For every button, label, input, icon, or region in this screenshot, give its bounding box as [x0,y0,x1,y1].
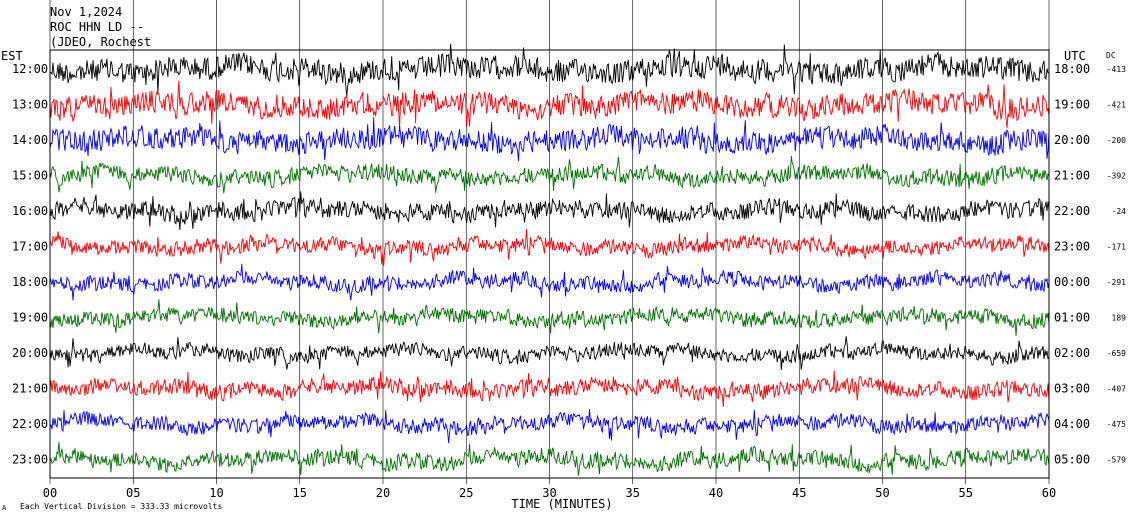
est-label-1500: 15:00 [12,169,48,183]
est-label-1400: 14:00 [12,133,48,147]
trace-2100 [49,370,1050,407]
dc-value-2300: -579 [1107,456,1126,465]
x-tick-label-15: 15 [293,486,307,500]
trace-1600 [49,191,1050,230]
utc-label-0300: 03:00 [1054,382,1090,396]
est-label-2300: 23:00 [12,453,48,467]
dc-column-label: DC [1106,51,1116,60]
dc-value-1900: 189 [1112,314,1127,323]
est-label-1300: 13:00 [12,98,48,112]
x-tick-label-30: 30 [542,486,556,500]
dc-value-2000: -659 [1107,349,1126,358]
x-tick-label-55: 55 [959,486,973,500]
trace-1900 [49,299,1050,336]
header-date: Nov 1,2024 [50,5,122,19]
utc-label-0200: 02:00 [1054,346,1090,360]
footer-icon: A [2,504,7,512]
x-tick-label-25: 25 [459,486,473,500]
x-tick-label-45: 45 [792,486,806,500]
utc-label-0400: 04:00 [1054,417,1090,431]
est-label-2200: 22:00 [12,417,48,431]
utc-label-2100: 21:00 [1054,169,1090,183]
x-tick-label-05: 05 [126,486,140,500]
utc-label-0500: 05:00 [1054,453,1090,467]
x-tick-label-40: 40 [709,486,723,500]
trace-1700 [49,229,1050,267]
utc-label-0000: 00:00 [1054,275,1090,289]
est-label-1600: 16:00 [12,204,48,218]
est-label-1200: 12:00 [12,62,48,76]
est-label-1900: 19:00 [12,311,48,325]
trace-1200 [49,43,1049,97]
est-label-2100: 21:00 [12,382,48,396]
minute-gridlines [49,0,1050,484]
est-axis-label: EST [1,49,23,63]
trace-1400 [49,117,1050,162]
x-axis-label: TIME (MINUTES) [511,497,612,511]
trace-2000 [49,336,1050,371]
trace-1300 [49,80,1050,129]
trace-2200 [49,409,1050,444]
footer-scale-note: Each Vertical Division = 333.33 microvol… [20,502,222,511]
dc-value-1800: -291 [1107,278,1126,287]
trace-2300 [49,442,1050,476]
plot-frame [49,49,1050,479]
dc-offset-labels: -413 -421 -200 -392 -24 -171 -291 189 -659 -407 -4… [1107,65,1126,465]
est-label-1800: 18:00 [12,275,48,289]
utc-label-2300: 23:00 [1054,240,1090,254]
header-location: (JDEO, Rochest [50,35,151,49]
utc-label-1900: 19:00 [1054,98,1090,112]
x-tick-label-50: 50 [875,486,889,500]
x-tick-label-35: 35 [626,486,640,500]
header-station: ROC HHN LD -- [50,20,144,34]
utc-label-1800: 18:00 [1054,62,1090,76]
x-tick-label-10: 10 [209,486,223,500]
utc-label-0100: 01:00 [1054,311,1090,325]
x-tick-label-20: 20 [376,486,390,500]
utc-hour-labels: 18:00 19:00 20:00 21:00 22:00 23:00 00:00 01:00… [1054,62,1090,467]
dc-value-2100: -407 [1107,385,1126,394]
est-hour-labels: 12:00 13:00 14:00 15:00 16:00 17:00 18:00 19:00… [12,62,48,467]
x-tick-label-00: 00 [43,486,57,500]
dc-value-1600: -24 [1112,207,1127,216]
trace-1500 [49,155,1050,194]
seismic-traces [49,43,1050,476]
utc-label-2000: 20:00 [1054,133,1090,147]
utc-label-2200: 22:00 [1054,204,1090,218]
utc-axis-label: UTC [1064,49,1086,63]
dc-value-1300: -421 [1107,101,1126,110]
trace-1800 [49,263,1050,301]
est-label-2000: 20:00 [12,346,48,360]
dc-value-1700: -171 [1107,243,1126,252]
dc-value-1400: -200 [1107,136,1126,145]
x-tick-label-60: 60 [1042,486,1056,500]
x-tick-labels: 00 05 10 15 20 25 30 35 40 45 50 55 60 [43,486,1056,500]
est-label-1700: 17:00 [12,240,48,254]
dc-value-2200: -475 [1107,420,1126,429]
dc-value-1200: -413 [1107,65,1126,74]
dc-value-1500: -392 [1107,172,1126,181]
